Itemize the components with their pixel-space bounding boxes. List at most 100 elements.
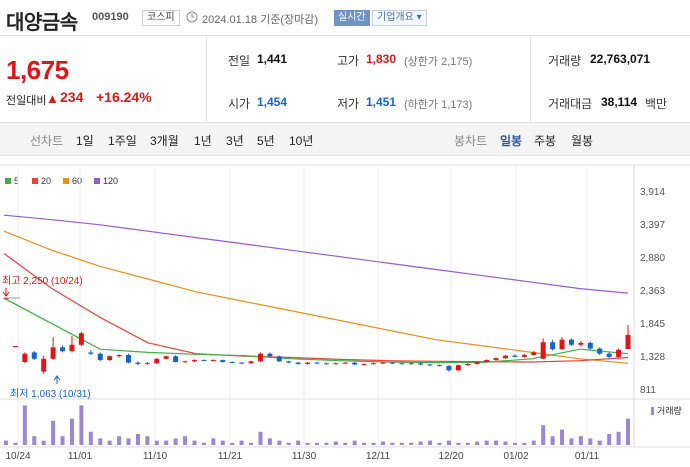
volume-bar [183, 436, 188, 445]
period-3y[interactable]: 3년 [226, 134, 244, 148]
company-overview-button[interactable]: 기업개요 ▾ [372, 10, 427, 26]
volume-bar [4, 440, 8, 445]
period-1d[interactable]: 1일 [76, 134, 94, 148]
volume-bar [13, 442, 18, 445]
clock-icon [186, 11, 198, 23]
amount-label: 거래대금 [548, 97, 593, 111]
candle-body [78, 333, 84, 345]
period-10y[interactable]: 10년 [289, 134, 314, 148]
volume-bar [409, 442, 414, 445]
y-tick-label: 2,363 [640, 286, 665, 297]
volume-bar [201, 442, 206, 445]
volume-bar [79, 405, 84, 445]
high-annotation: 최고 2,250 (10/24) [2, 275, 83, 287]
candle-body [173, 356, 179, 362]
volume-bar [249, 442, 254, 445]
candle-body [144, 363, 150, 365]
price-panel: 1,675 전일대비 ▲ 234 +16.24% 전일 1,441 시가 1,4… [0, 37, 690, 123]
volume-bar [145, 436, 150, 445]
divider [206, 37, 207, 123]
base-date: 2024.01.18 기준(장마감) [202, 14, 319, 26]
low-value: 1,451 [366, 95, 397, 109]
x-tick-label: 01/02 [503, 451, 528, 462]
volume-value: 22,763,071 [590, 52, 651, 66]
open-label: 시가 [228, 97, 251, 111]
candle-body [88, 352, 94, 354]
volume-bar [32, 436, 37, 445]
candle-body [342, 362, 348, 364]
line-chart-tab[interactable]: 선차트 [30, 134, 64, 148]
candle-body [60, 347, 66, 352]
candle-body [502, 355, 508, 359]
volume-bar [154, 440, 159, 445]
volume-bar [578, 436, 583, 445]
candle-body [389, 362, 395, 364]
candle-body [229, 361, 235, 363]
volume-bar [277, 440, 282, 445]
volume-bar [512, 442, 517, 445]
ma60-line [3, 230, 629, 364]
volume-bar [192, 440, 197, 445]
amount-unit: 백만 [645, 97, 668, 111]
candle-body [248, 361, 254, 364]
volume-bar [428, 440, 433, 445]
y-tick-label: 811 [640, 385, 656, 396]
candle-body [276, 356, 282, 362]
candle-period-day[interactable]: 일봉 [500, 134, 523, 148]
volume-bar [51, 420, 56, 445]
candle-body [597, 348, 603, 354]
volume-bar [569, 438, 574, 445]
period-1w[interactable]: 1주일 [108, 134, 137, 148]
candle-body [22, 353, 28, 362]
volume-bar [418, 441, 423, 445]
candle-body [408, 363, 414, 365]
candle-period-week[interactable]: 주봉 [534, 134, 557, 148]
high-arrow-icon [2, 288, 10, 297]
realtime-button[interactable]: 실시간 [334, 10, 370, 26]
candle-body [625, 334, 631, 349]
candle-body [559, 339, 565, 350]
lower-limit: (하한가 1,173) [404, 99, 473, 111]
period-1y[interactable]: 1년 [194, 134, 212, 148]
candle-body [455, 365, 461, 371]
legend-ma5: 5 [5, 176, 19, 186]
candle-chart-tab[interactable]: 봉차트 [454, 134, 488, 148]
volume-bar [69, 418, 74, 445]
volume-bar [616, 431, 621, 445]
x-tick-label: 01/11 [575, 451, 600, 462]
volume-bar [607, 434, 612, 445]
volume-bar [362, 442, 367, 445]
candle-body [578, 342, 584, 345]
volume-bar [315, 442, 319, 445]
chart-canvas: 3,914 3,397 2,880 2,363 1,845 1,328 811 10/24 11… [0, 164, 690, 462]
candle-body [97, 353, 103, 361]
period-3m[interactable]: 3개월 [150, 134, 179, 148]
volume-bar [296, 440, 301, 445]
candle-body [521, 354, 527, 357]
open-value: 1,454 [257, 95, 288, 109]
candle-body [220, 360, 226, 362]
candle-body [371, 363, 377, 365]
x-tick-label: 11/10 [143, 451, 168, 462]
amount-value: 38,114 [601, 95, 638, 109]
low-arrow-icon [53, 375, 61, 384]
volume-bar [98, 438, 103, 445]
candle-body [182, 361, 188, 363]
period-5y[interactable]: 5년 [257, 134, 275, 148]
candle-body [314, 362, 320, 364]
candle-body [267, 353, 273, 357]
market-badge: 코스피 [142, 10, 180, 26]
volume-bar [541, 425, 546, 445]
price-chart[interactable]: 5 20 60 120 3,914 3,397 2,880 2,363 1,845 1,3… [0, 157, 690, 467]
x-tick-label: 12/20 [438, 451, 463, 462]
candle-body [512, 355, 518, 357]
candle-body [361, 363, 367, 365]
candle-body [550, 342, 556, 350]
candle-body [107, 356, 113, 361]
candle-body [446, 365, 452, 371]
volume-bar [60, 436, 65, 445]
candle-period-month[interactable]: 월봉 [571, 134, 594, 148]
stock-name: 대양금속 [6, 12, 78, 34]
low-label: 저가 [337, 97, 360, 111]
volume-bar [475, 441, 480, 445]
